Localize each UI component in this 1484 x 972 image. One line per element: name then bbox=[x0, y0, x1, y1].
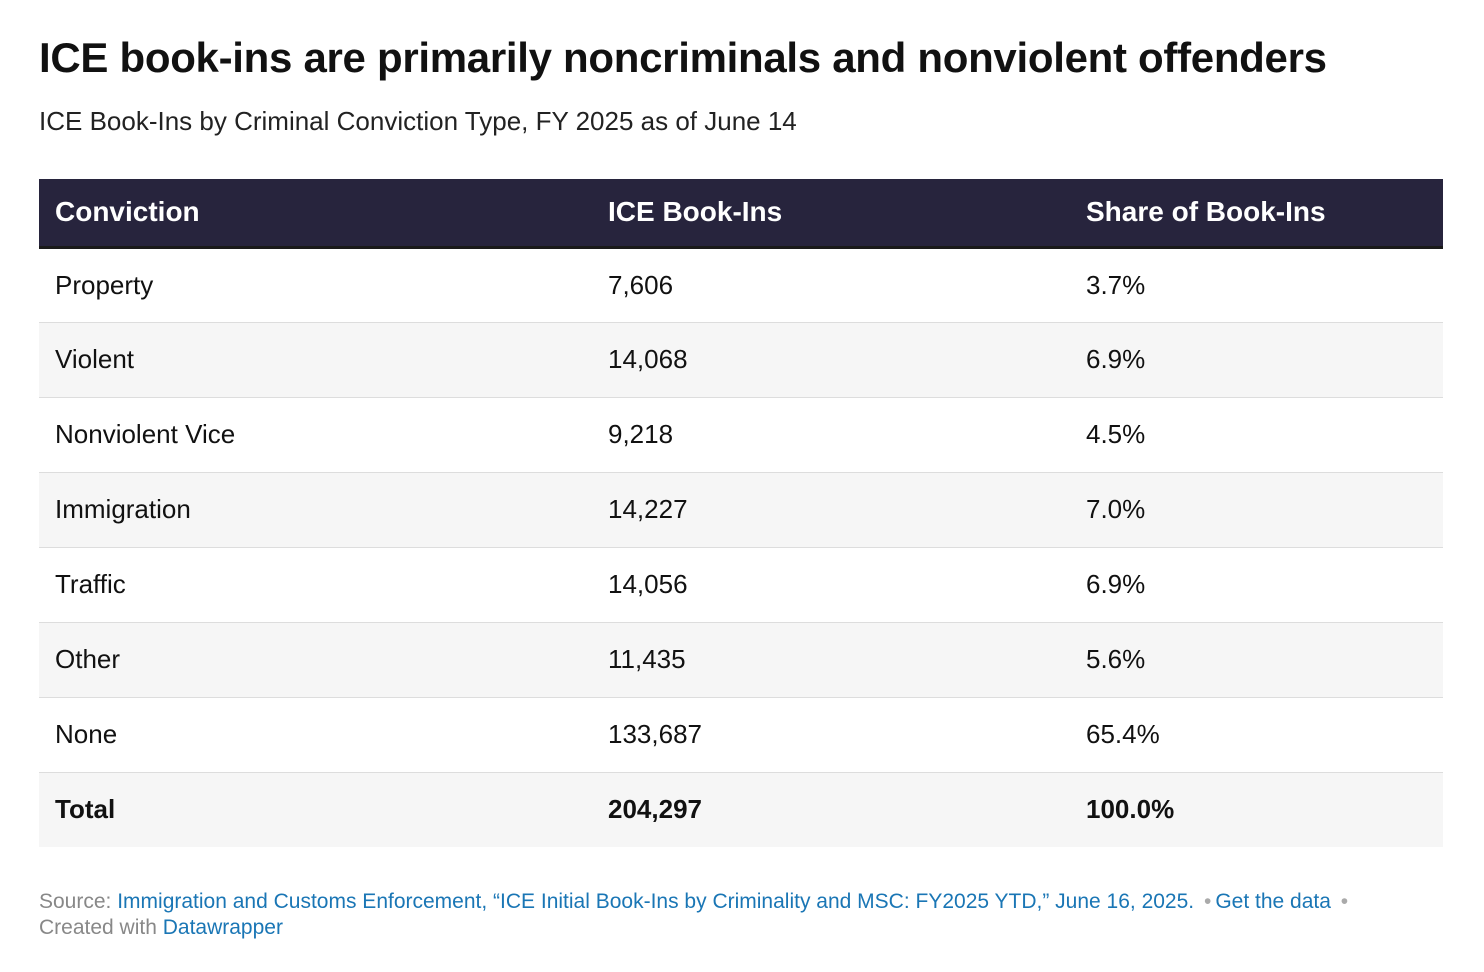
cell-book-ins: 9,218 bbox=[592, 397, 1070, 473]
cell-conviction: Traffic bbox=[39, 547, 592, 623]
column-header-conviction[interactable]: Conviction bbox=[55, 196, 200, 228]
datawrapper-link[interactable]: Datawrapper bbox=[162, 916, 283, 939]
table-row: Immigration 14,227 7.0% bbox=[39, 472, 1443, 548]
get-the-data-link[interactable]: Get the data bbox=[1215, 890, 1331, 913]
cell-book-ins: 133,687 bbox=[592, 697, 1070, 773]
table-row: None 133,687 65.4% bbox=[39, 697, 1443, 773]
table-header-row: Conviction ICE Book-Ins Share of Book-In… bbox=[39, 179, 1443, 247]
column-header-book-ins[interactable]: ICE Book-Ins bbox=[608, 196, 783, 228]
cell-conviction: Nonviolent Vice bbox=[39, 397, 592, 473]
data-table: Conviction ICE Book-Ins Share of Book-In… bbox=[39, 179, 1443, 847]
table-row: Nonviolent Vice 9,218 4.5% bbox=[39, 397, 1443, 473]
cell-share: 7.0% bbox=[1070, 472, 1443, 548]
table-row: Traffic 14,056 6.9% bbox=[39, 547, 1443, 623]
created-with-label: Created with bbox=[39, 916, 157, 939]
table-row: Other 11,435 5.6% bbox=[39, 622, 1443, 698]
separator-dot: • bbox=[1340, 890, 1349, 913]
chart-subtitle: ICE Book-Ins by Criminal Conviction Type… bbox=[39, 106, 797, 136]
chart-footer: Source: Immigration and Customs Enforcem… bbox=[39, 889, 1443, 941]
cell-conviction: None bbox=[39, 697, 592, 773]
chart-title: ICE book-ins are primarily noncriminals … bbox=[39, 34, 1327, 81]
source-link[interactable]: Immigration and Customs Enforcement, “IC… bbox=[117, 890, 1195, 913]
source-label: Source: bbox=[39, 890, 112, 913]
table-total-row: Total 204,297 100.0% bbox=[39, 772, 1443, 847]
cell-conviction: Immigration bbox=[39, 472, 592, 548]
column-header-share[interactable]: Share of Book-Ins bbox=[1086, 196, 1326, 228]
cell-conviction: Other bbox=[39, 622, 592, 698]
separator-dot: • bbox=[1203, 890, 1212, 913]
cell-book-ins: 14,227 bbox=[592, 472, 1070, 548]
cell-share: 6.9% bbox=[1070, 322, 1443, 398]
cell-share: 5.6% bbox=[1070, 622, 1443, 698]
cell-total-share: 100.0% bbox=[1070, 772, 1443, 847]
cell-book-ins: 11,435 bbox=[592, 622, 1070, 698]
cell-share: 6.9% bbox=[1070, 547, 1443, 623]
table-body: Property 7,606 3.7% Violent 14,068 6.9% … bbox=[39, 247, 1443, 847]
cell-total-book-ins: 204,297 bbox=[592, 772, 1070, 847]
cell-share: 65.4% bbox=[1070, 697, 1443, 773]
cell-share: 3.7% bbox=[1070, 247, 1443, 323]
cell-book-ins: 7,606 bbox=[592, 247, 1070, 323]
table-row: Violent 14,068 6.9% bbox=[39, 322, 1443, 398]
cell-conviction: Property bbox=[39, 247, 592, 323]
cell-conviction: Violent bbox=[39, 322, 592, 398]
cell-total-label: Total bbox=[39, 772, 592, 847]
cell-book-ins: 14,068 bbox=[592, 322, 1070, 398]
cell-share: 4.5% bbox=[1070, 397, 1443, 473]
cell-book-ins: 14,056 bbox=[592, 547, 1070, 623]
table-row: Property 7,606 3.7% bbox=[39, 247, 1443, 323]
